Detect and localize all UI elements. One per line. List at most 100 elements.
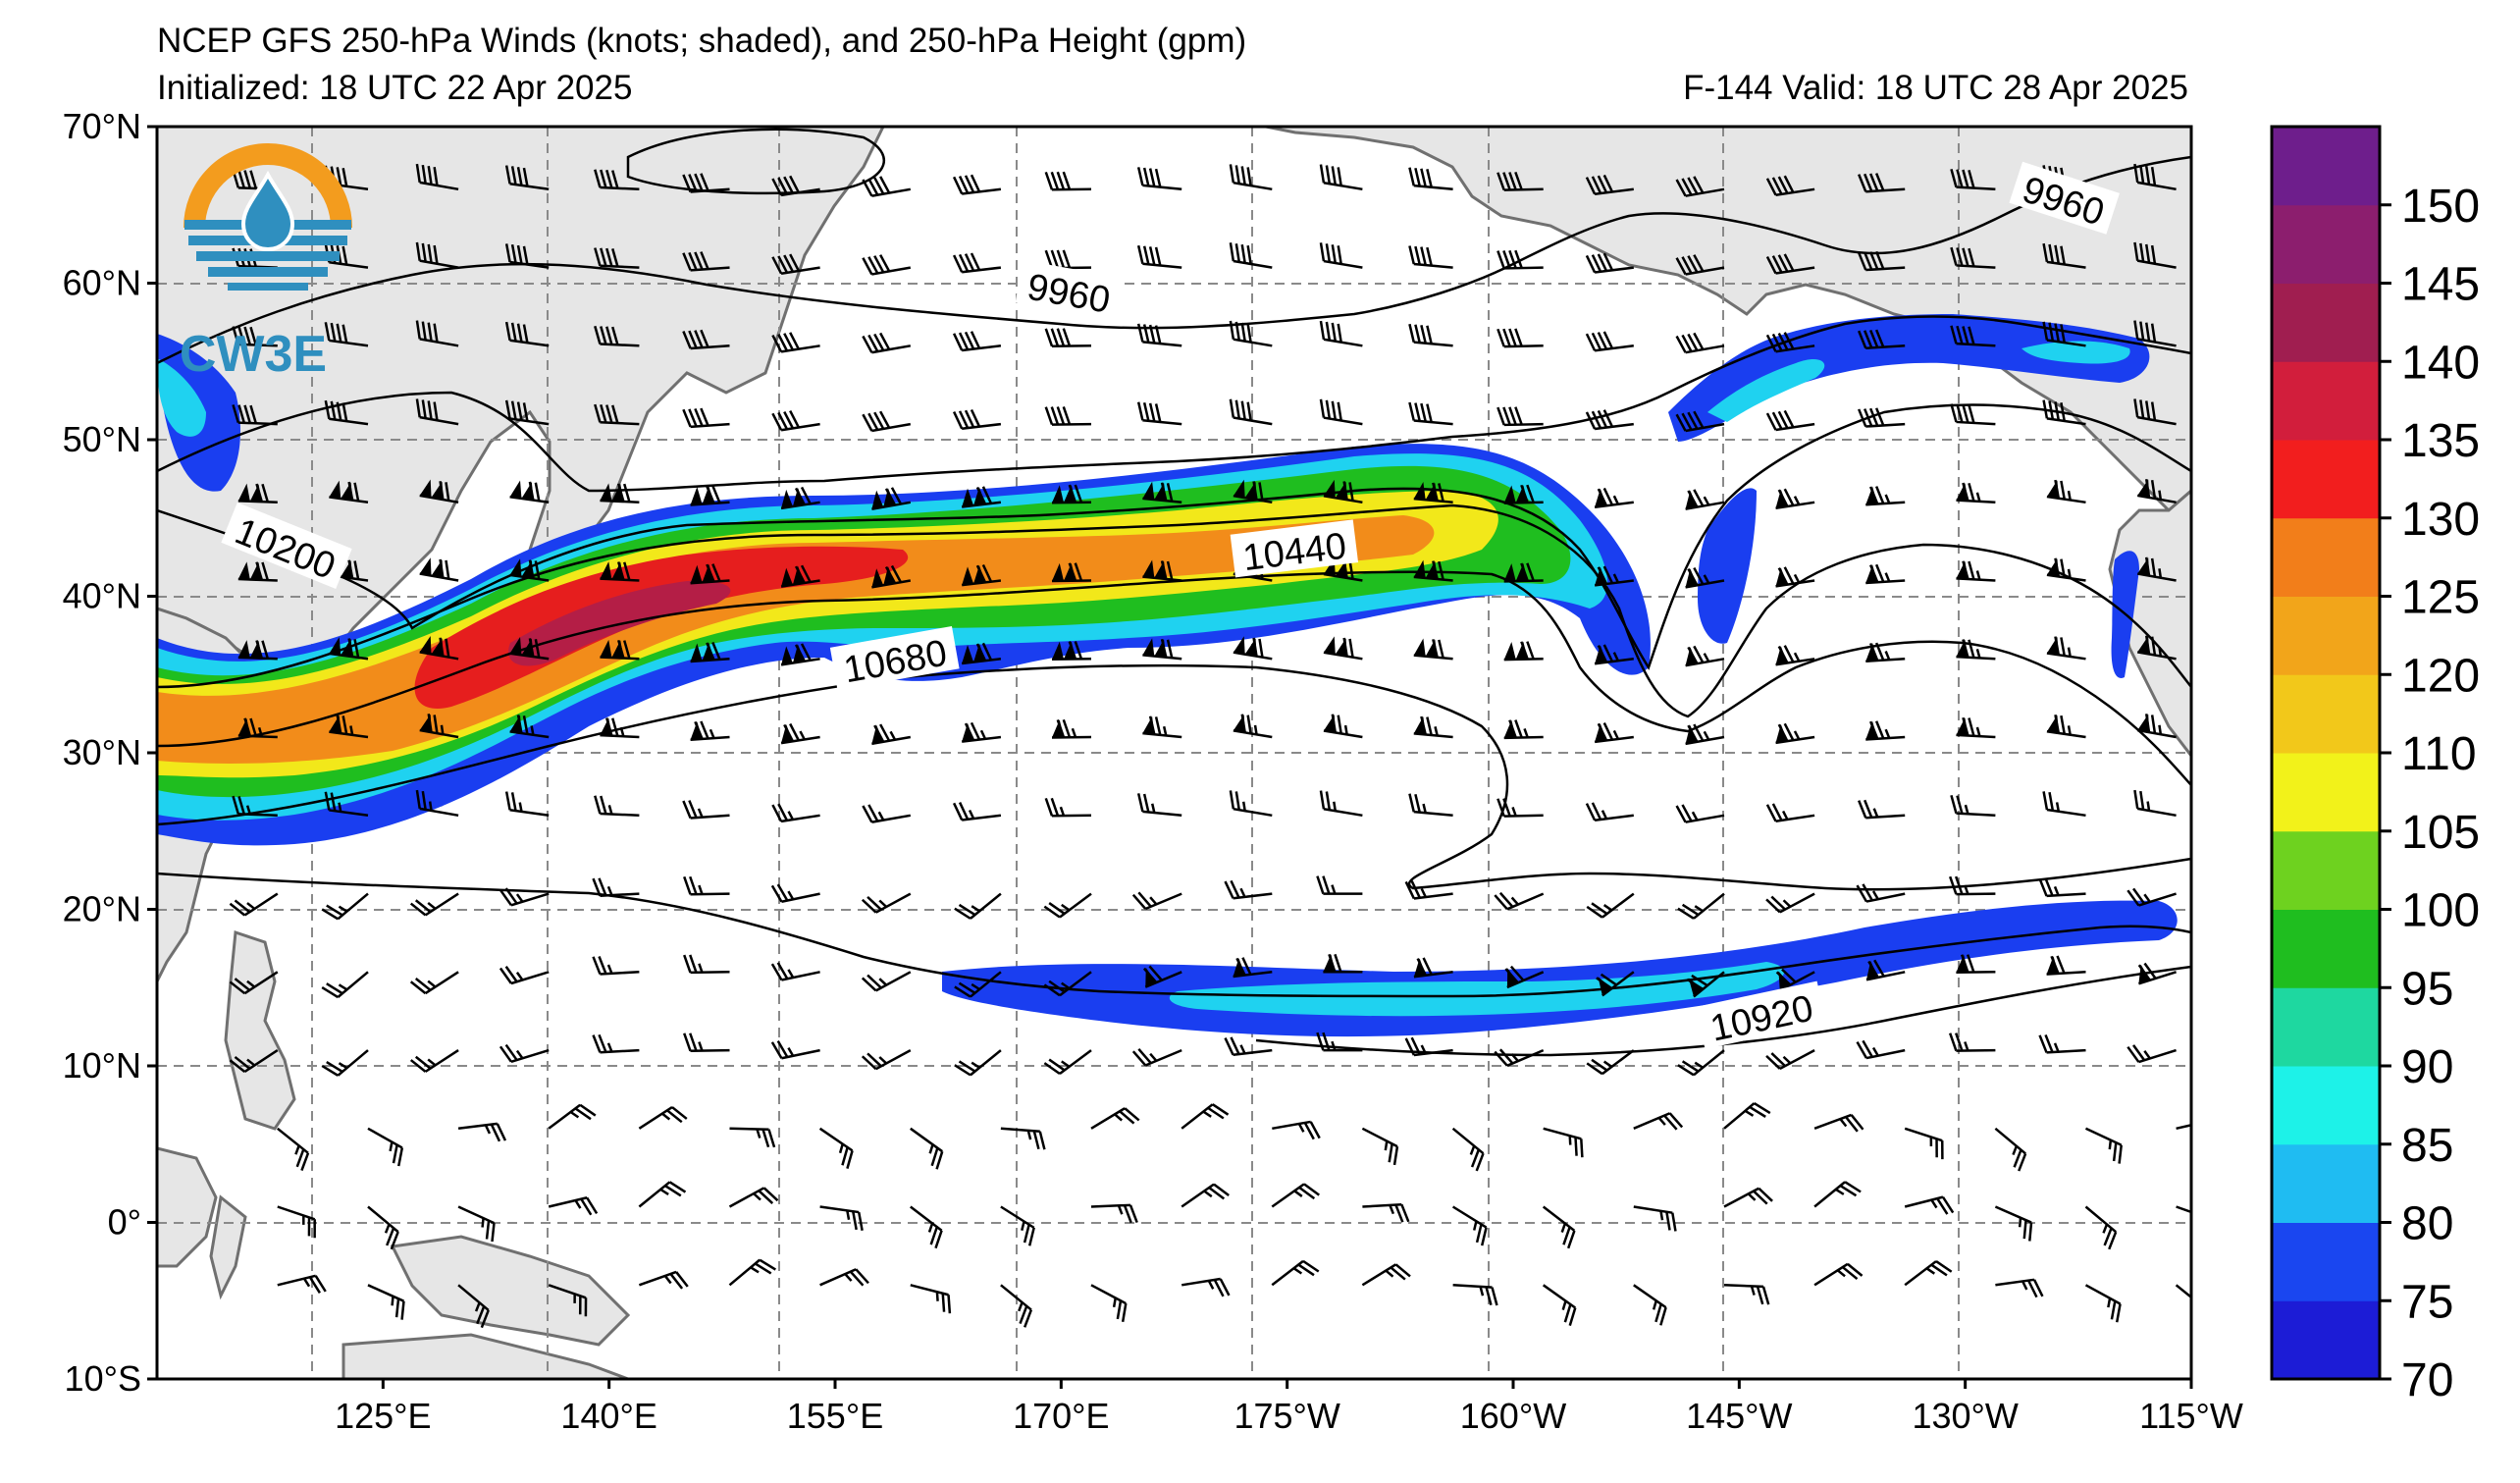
wind-barbs <box>229 163 2191 1329</box>
wind-barb <box>1043 1049 1092 1076</box>
wind-barb <box>1950 169 1996 191</box>
wind-barb <box>600 639 640 661</box>
wind-barb <box>1451 1205 1488 1246</box>
wind-barb <box>1452 1284 1498 1306</box>
wind-barb <box>2133 789 2177 818</box>
wind-barb <box>1503 562 1544 583</box>
wind-barb <box>771 803 820 823</box>
wind-barb <box>2133 241 2177 269</box>
wind-barb <box>504 321 550 347</box>
colorbar-tick-label: 90 <box>2401 1041 2453 1093</box>
contour-label-bg <box>1015 260 1124 321</box>
wind-barb <box>2084 1205 2118 1250</box>
wind-barb <box>2038 1033 2086 1054</box>
wind-barb <box>1323 953 1363 974</box>
logo-text: CW3E <box>180 326 327 383</box>
valid-time: F-144 Valid: 18 UTC 28 Apr 2025 <box>1683 69 2188 107</box>
wind-barb <box>229 1049 279 1074</box>
wind-barb <box>321 892 369 921</box>
wind-barb <box>1051 484 1092 504</box>
colorbar-swatch <box>2272 1066 2380 1145</box>
wind-barb <box>861 971 912 992</box>
wind-barb <box>1361 1127 1399 1166</box>
wind-barb <box>1503 641 1544 662</box>
wind-barb <box>1142 481 1182 504</box>
wind-barb <box>690 720 730 741</box>
wind-barb <box>1865 563 1906 585</box>
wind-barb <box>232 326 278 347</box>
wind-barb <box>1956 716 1996 739</box>
wind-barb <box>2176 1118 2191 1131</box>
wind-barb <box>1585 409 1634 431</box>
wind-barb <box>1319 164 1363 191</box>
wind-barb <box>2175 1284 2191 1311</box>
wind-barb <box>1865 642 1906 662</box>
wind-barb <box>237 561 278 582</box>
latitude-labels: 70°N 60°N 50°N 40°N 30°N 20°N 10°N 0° 10°S <box>63 106 157 1399</box>
colorbar-swatch <box>2272 440 2380 519</box>
wind-barb <box>594 169 640 191</box>
wind-barb <box>1994 1127 2027 1172</box>
wind-barb <box>1090 1203 1138 1224</box>
wind-barb <box>1408 401 1453 426</box>
wind-barb <box>329 480 369 504</box>
colorbar-swatch <box>2272 987 2380 1067</box>
wind-barb <box>683 1033 730 1052</box>
contour-line <box>157 403 2191 670</box>
colorbar-swatch <box>2272 204 2380 284</box>
wind-barb <box>819 1268 869 1287</box>
wind-barb <box>1585 252 1634 274</box>
lat-tick-label: 30°N <box>63 732 141 772</box>
wind-barb <box>1685 566 1725 589</box>
wind-barb <box>1949 875 1996 896</box>
wind-barb <box>1233 714 1273 739</box>
wind-barb <box>1224 1036 1273 1057</box>
wind-barb <box>1904 1260 1953 1287</box>
wind-barb <box>1503 719 1544 740</box>
wind-barb <box>1950 246 1996 269</box>
wind-barb <box>1904 1127 1944 1160</box>
wind-barb <box>2176 1205 2191 1221</box>
wind-barb <box>600 717 640 739</box>
wind-barb <box>682 800 730 820</box>
wind-barb <box>1361 1263 1411 1287</box>
wind-barb <box>2046 557 2086 582</box>
contour-label-bg <box>2009 161 2120 235</box>
jet-se-alaska-core <box>2021 341 2130 364</box>
wind-barb <box>1685 645 1725 667</box>
wind-barb <box>548 1284 588 1317</box>
wind-barb <box>1043 971 1092 997</box>
colorbar-tick-label: 70 <box>2401 1354 2453 1406</box>
wind-barb <box>2133 398 2177 426</box>
wind-barb <box>1765 803 1815 822</box>
wind-barb <box>600 483 640 504</box>
wind-barb <box>1413 957 1453 979</box>
colorbar-swatch <box>2272 830 2380 910</box>
lon-tick-label: 160°W <box>1460 1396 1566 1436</box>
wind-barb <box>1765 253 1815 275</box>
wind-barb <box>1858 250 1906 272</box>
wind-barb <box>457 1284 490 1329</box>
wind-barb <box>415 163 459 191</box>
wind-barb <box>1233 957 1273 979</box>
contour-label-bg <box>221 502 352 589</box>
wind-barb <box>232 795 278 818</box>
wind-barb <box>1856 1039 1906 1060</box>
lat-tick-label: 20°N <box>63 889 141 929</box>
wind-barb <box>952 252 1002 274</box>
wind-barb <box>1813 1113 1864 1133</box>
wind-barb <box>237 640 278 661</box>
wind-barb <box>1994 1205 2033 1242</box>
land-sulawesi <box>209 1194 247 1300</box>
wind-barb <box>1496 798 1544 818</box>
init-time: Initialized: 18 UTC 22 Apr 2025 <box>157 69 633 107</box>
wind-barb <box>1542 1284 1577 1326</box>
lat-tick-label: 10°S <box>65 1358 141 1399</box>
chart-title: NCEP GFS 250-hPa Winds (knots; shaded), … <box>157 22 1247 60</box>
wind-barb <box>1408 323 1453 347</box>
wind-barb <box>2136 714 2177 739</box>
wind-barb <box>861 892 912 914</box>
wind-barb <box>1408 245 1453 269</box>
wind-barb <box>367 1127 404 1167</box>
wind-barb <box>962 642 1002 665</box>
